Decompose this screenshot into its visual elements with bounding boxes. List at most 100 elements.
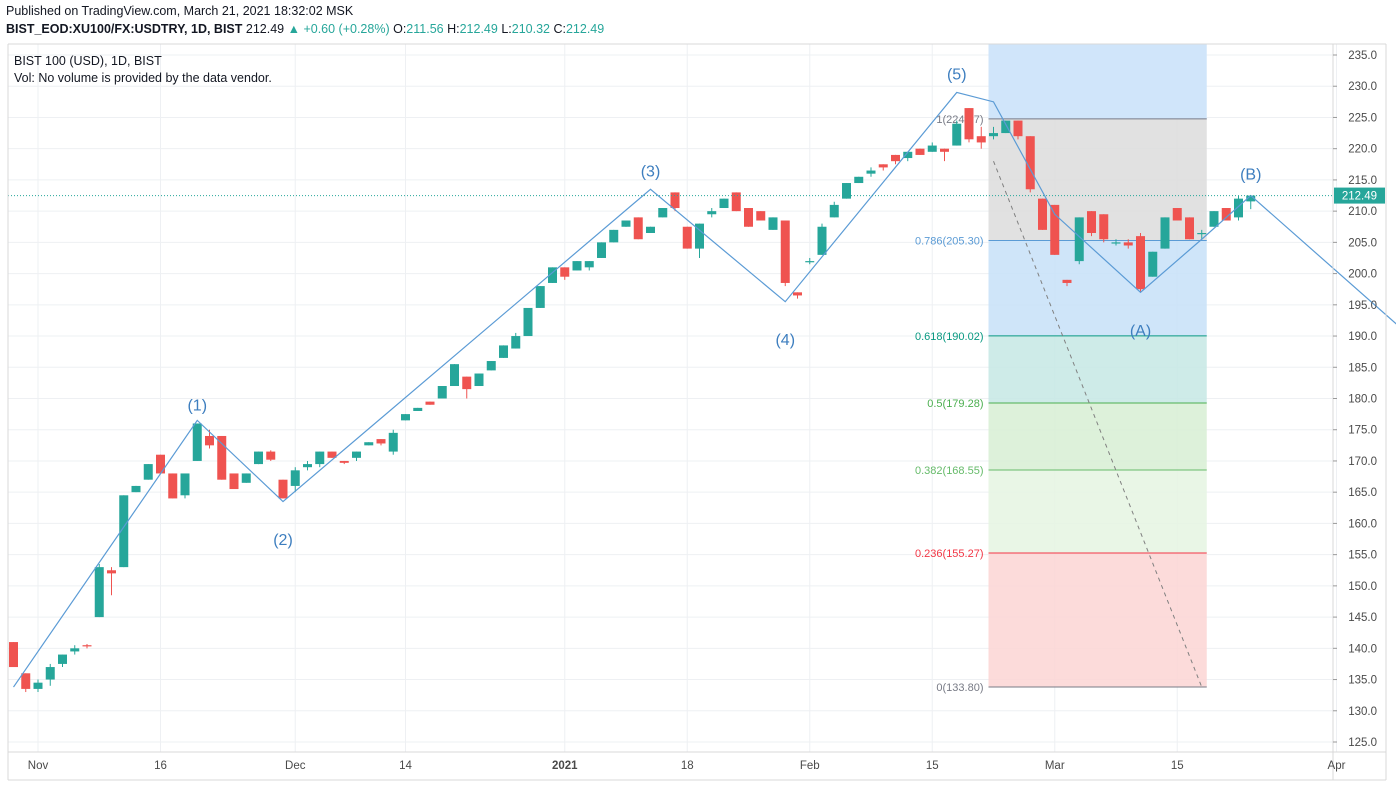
candle-body <box>1013 120 1023 137</box>
time-tick-label: 18 <box>681 760 694 772</box>
candle <box>58 654 67 668</box>
price-tick-label: 205.0 <box>1348 237 1377 249</box>
candle <box>352 451 361 461</box>
candle-body <box>1123 242 1133 246</box>
candle-body <box>793 292 802 296</box>
change-text: ▲ +0.60 (+0.28%) <box>287 22 390 36</box>
candle-body <box>1185 217 1194 240</box>
candle-body <box>315 451 325 465</box>
candle-body <box>462 376 472 390</box>
candle <box>719 198 729 209</box>
candle <box>376 439 386 446</box>
candle-body <box>707 211 717 215</box>
price-tick-label: 215.0 <box>1348 175 1377 187</box>
time-tick-label: 15 <box>1171 760 1184 772</box>
fib-band <box>988 470 1207 553</box>
candle-body <box>756 211 766 221</box>
candle-body <box>560 267 570 277</box>
candle <box>401 414 410 421</box>
time-tick-label: 16 <box>154 760 167 772</box>
candle-body <box>388 432 398 452</box>
candle <box>168 473 178 499</box>
candle-body <box>670 192 680 209</box>
candle <box>1099 214 1109 243</box>
fibonacci-retracement[interactable]: 1(224.77)0.786(205.30)0.618(190.02)0.5(1… <box>915 44 1207 694</box>
fib-level-label: 0.382(168.55) <box>915 465 984 477</box>
candle-body <box>744 208 753 227</box>
candle <box>1013 120 1023 140</box>
elliott-wave-lines[interactable]: (1)(2)(3)(4)(5)(A)(B)(C) <box>13 67 1396 688</box>
low-value: 210.32 <box>511 22 550 36</box>
candle-body <box>94 567 104 618</box>
time-tick-label: Mar <box>1045 760 1065 772</box>
candle <box>695 223 704 258</box>
candle-body <box>9 642 18 668</box>
candle <box>33 679 43 693</box>
candle <box>1087 211 1096 237</box>
axes: 125.0 130.0 135.0 140.0 145.0 150.0 155.0 160.0… <box>7 43 1387 781</box>
candle <box>315 451 325 468</box>
candle <box>633 217 643 240</box>
candle <box>731 192 741 212</box>
candle-body <box>21 673 31 689</box>
candle <box>462 376 472 399</box>
candle <box>1209 211 1219 227</box>
elliott-wave-path <box>13 91 1396 688</box>
candle <box>278 479 288 499</box>
candle <box>254 451 263 465</box>
candle <box>388 429 398 455</box>
candle <box>266 450 276 461</box>
high-value: 212.49 <box>459 22 498 36</box>
candle-body <box>1050 204 1060 255</box>
candle <box>45 663 55 686</box>
candle <box>94 564 104 618</box>
candle-body <box>413 407 423 411</box>
candle <box>511 332 521 349</box>
candle-body <box>633 217 643 240</box>
candle <box>866 167 876 177</box>
price-tick-label: 135.0 <box>1348 675 1377 687</box>
candle-body <box>205 435 214 446</box>
candle <box>364 442 374 446</box>
price-tick-label: 125.0 <box>1348 737 1377 749</box>
candle-body <box>180 473 190 496</box>
price-tick-label: 175.0 <box>1348 425 1377 437</box>
candle <box>82 643 92 649</box>
fib-band-top <box>988 44 1207 119</box>
candle-body <box>780 220 790 283</box>
candle <box>425 401 435 405</box>
time-tick-label: 2021 <box>552 760 578 772</box>
candle-body <box>682 226 692 249</box>
candle <box>413 407 423 411</box>
candle-body <box>58 654 67 664</box>
close-label: C: <box>553 22 566 36</box>
candle-body <box>143 464 153 480</box>
fib-band <box>988 335 1207 403</box>
time-tick-label: Apr <box>1328 760 1346 772</box>
candle-body <box>82 645 92 647</box>
candle <box>952 120 962 146</box>
candle-body <box>425 401 435 405</box>
candle <box>817 223 827 255</box>
candle-body <box>376 439 386 444</box>
candle <box>989 126 998 140</box>
candle <box>437 386 447 399</box>
candle <box>450 364 459 387</box>
time-tick-label: Dec <box>285 760 306 772</box>
candle <box>9 642 18 668</box>
series-legend[interactable]: BIST 100 (USD), 1D, BIST <box>14 54 162 68</box>
candle-body <box>1099 214 1109 240</box>
candle <box>854 176 864 184</box>
candle-body <box>486 361 496 371</box>
candle-body <box>437 386 447 399</box>
price-tick-label: 225.0 <box>1348 112 1377 124</box>
candle-body <box>278 479 288 499</box>
candle-body <box>609 229 619 243</box>
candle <box>131 485 141 493</box>
candle-body <box>450 364 459 387</box>
published-text: Published on TradingView.com, March 21, … <box>6 4 354 18</box>
candle-body <box>927 145 937 152</box>
candle-body <box>266 451 276 460</box>
candle <box>229 473 239 490</box>
